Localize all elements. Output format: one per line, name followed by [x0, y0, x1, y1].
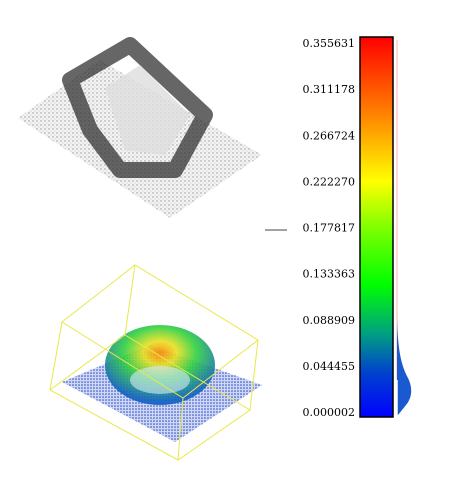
scale-label: 0.088909	[303, 314, 356, 327]
scale-label: 0.311178	[303, 83, 356, 96]
bounding-box	[49, 264, 259, 461]
color-scale-bar	[359, 36, 394, 418]
histogram	[397, 320, 412, 416]
scale-label: 0.133363	[303, 268, 356, 281]
point-cloud-colored	[49, 264, 262, 461]
scale-label: 0.266724	[303, 129, 356, 142]
scale-label: 0.177817	[303, 222, 356, 235]
color-scale-labels: 0.355631 0.311178 0.266724 0.222270 0.177817…	[303, 37, 356, 419]
scale-label: 0.355631	[303, 37, 356, 50]
scale-label: 0.222270	[303, 175, 356, 188]
scale-label: 0.044455	[303, 360, 356, 373]
scale-label: 0.000002	[303, 406, 356, 419]
point-cloud-gray	[18, 37, 262, 218]
